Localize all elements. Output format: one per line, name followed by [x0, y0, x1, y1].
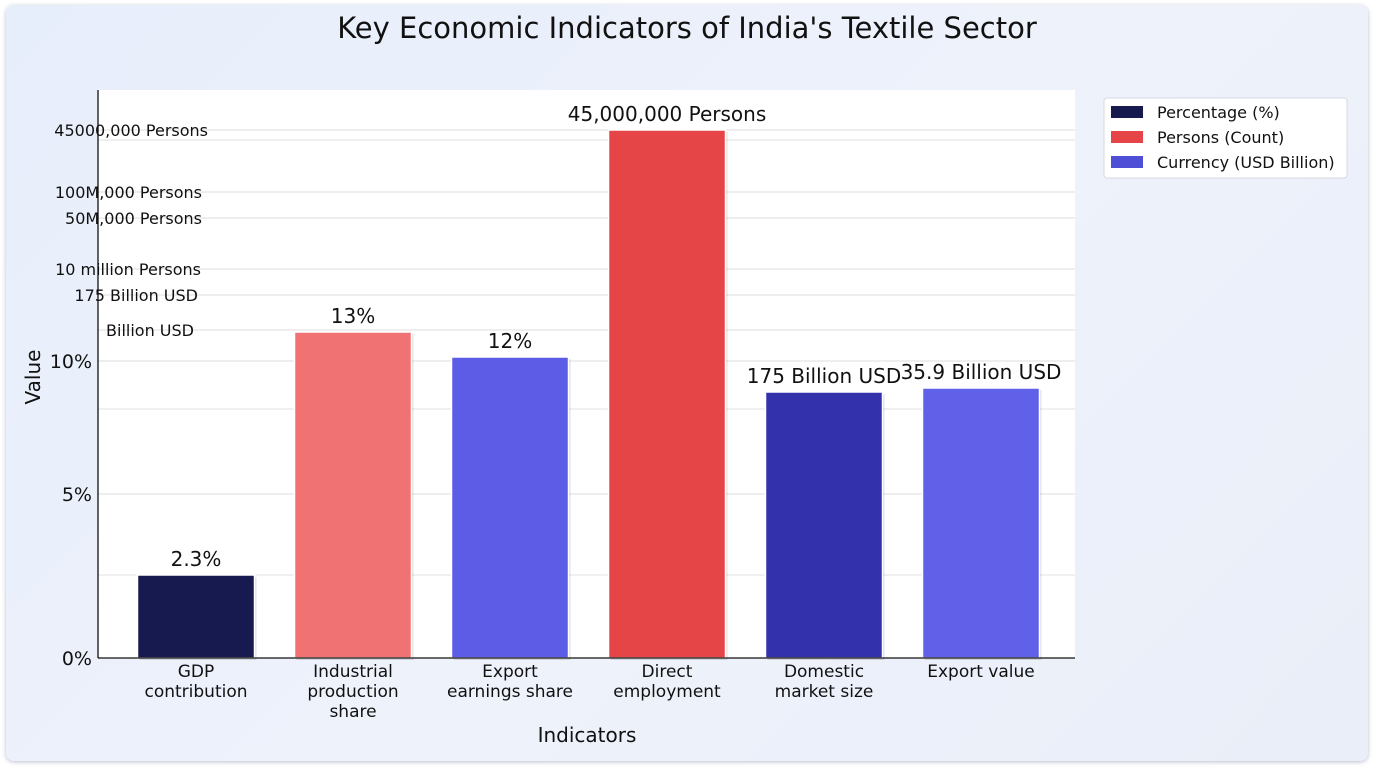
legend-box	[1103, 97, 1348, 179]
y-tick-label: 175 Billion USD	[74, 286, 198, 305]
x-tick-label: market size	[775, 682, 874, 702]
bar-value-label: 2.3%	[171, 547, 222, 571]
y-tick-label: 10 million Persons	[55, 260, 201, 279]
bar-value-label: 45,000,000 Persons	[568, 102, 767, 126]
y-tick-label: Billion USD	[106, 321, 194, 340]
bar-value-label: 12%	[488, 329, 532, 353]
bar-value-label: 35.9 Billion USD	[901, 360, 1062, 384]
bar-value-label: 13%	[331, 304, 375, 328]
bar	[921, 387, 1041, 659]
legend-label: Currency (USD Billion)	[1157, 153, 1335, 172]
y-tick-label: 45000,000 Persons	[54, 121, 208, 140]
x-axis-label: Indicators	[538, 723, 637, 747]
legend-swatch	[1111, 131, 1143, 143]
x-tick-label: Direct	[642, 662, 693, 682]
plot-area	[98, 90, 1075, 658]
bar	[136, 574, 256, 659]
y-tick-label: 0%	[62, 648, 92, 670]
x-tick-label: contribution	[144, 682, 247, 702]
legend-swatch	[1111, 156, 1143, 168]
chart-card: 0% 5% 10% Billion USD 175 Billion USD 10 mill…	[6, 5, 1368, 761]
x-tick-label: earnings share	[447, 682, 573, 702]
legend-swatch	[1111, 106, 1143, 118]
bar-value-label: 175 Billion USD	[747, 364, 901, 388]
legend-label: Percentage (%)	[1157, 103, 1280, 122]
bar	[293, 331, 413, 659]
chart-title: Key Economic Indicators of India's Texti…	[337, 11, 1037, 45]
y-tick-label: 50M,000 Persons	[65, 209, 202, 228]
y-tick-label: 5%	[62, 484, 92, 506]
y-tick-label: 100M,000 Persons	[55, 183, 202, 202]
bar	[764, 391, 884, 659]
x-tick-label: production	[307, 682, 398, 702]
x-tick-label: Domestic	[784, 662, 864, 682]
legend-label: Persons (Count)	[1157, 128, 1284, 147]
y-tick-label: 10%	[50, 351, 92, 373]
x-tick-label: Industrial	[313, 662, 393, 682]
x-tick-label: Export value	[927, 662, 1035, 682]
y-axis-label: Value	[21, 350, 45, 405]
x-tick-label: employment	[613, 682, 721, 702]
bar	[450, 356, 570, 659]
x-tick-label: GDP	[178, 662, 215, 682]
bar	[607, 129, 727, 659]
bar-chart: 0% 5% 10% Billion USD 175 Billion USD 10 mill…	[21, 11, 1348, 747]
x-tick-label: share	[329, 702, 376, 722]
x-tick-label: Export	[482, 662, 538, 682]
